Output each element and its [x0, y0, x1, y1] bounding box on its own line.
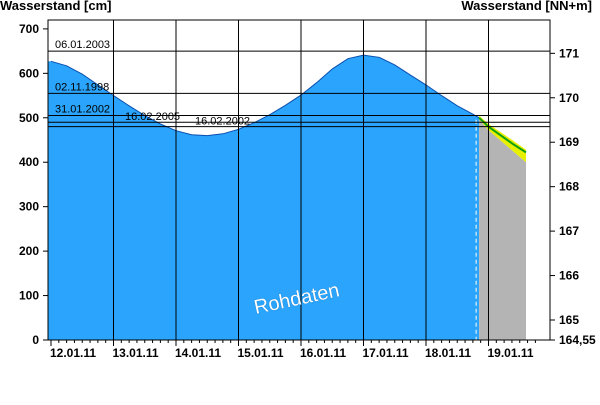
y2-tick-label: 169 — [559, 135, 579, 149]
y-tick-label: 400 — [19, 155, 39, 169]
x-tick-label: 15.01.11 — [237, 346, 283, 360]
x-tick-label: 12.01.11 — [50, 346, 96, 360]
y-tick-label: 500 — [19, 111, 39, 125]
y-tick-label: 100 — [19, 289, 39, 303]
y2-tick-label: 168 — [559, 180, 579, 194]
right-axis-title: Wasserstand [NN+m] — [461, 0, 592, 13]
y-tick-label: 0 — [32, 333, 39, 347]
plot-frame — [47, 19, 551, 341]
reference-label: 31.01.2002 — [55, 104, 110, 116]
x-tick-label: 19.01.11 — [487, 346, 533, 360]
forecast-area — [479, 119, 526, 340]
x-tick-label: 18.01.11 — [425, 346, 471, 360]
y2-tick-label: 170 — [559, 91, 579, 105]
reference-label: 16.02.2002 — [195, 116, 250, 128]
axes: 0 100 200 300 400 500 600 700 164,55 165 166 167 168… — [19, 19, 596, 360]
y2-tick-label: 164,55 — [559, 333, 596, 347]
y2-tick-label: 167 — [559, 224, 579, 238]
gridlines — [113, 20, 489, 340]
forecast-line — [478, 117, 527, 154]
reference-label: 02.11.1998 — [55, 81, 109, 93]
y2-tick-label: 166 — [559, 269, 579, 283]
reference-label: 16.02.2005 — [125, 111, 180, 123]
y-tick-label: 700 — [19, 22, 39, 36]
x-tick-label: 17.01.11 — [362, 346, 408, 360]
y2-tick-label: 165 — [559, 313, 579, 327]
y-tick-label: 600 — [19, 66, 39, 80]
x-tick-label: 13.01.11 — [112, 346, 158, 360]
observed-line — [50, 54, 480, 137]
y-tick-label: 300 — [19, 200, 39, 214]
y2-tick-label: 171 — [559, 46, 579, 60]
left-axis-title: Wasserstand [cm] — [0, 0, 112, 13]
reference-lines: 06.01.2003 02.11.1998 31.01.2002 16.02.2005… — [48, 39, 550, 128]
y-tick-label: 200 — [19, 244, 39, 258]
x-tick-label: 14.01.11 — [175, 346, 221, 360]
x-tick-label: 16.01.11 — [300, 346, 346, 360]
reference-label: 06.01.2003 — [55, 39, 110, 51]
